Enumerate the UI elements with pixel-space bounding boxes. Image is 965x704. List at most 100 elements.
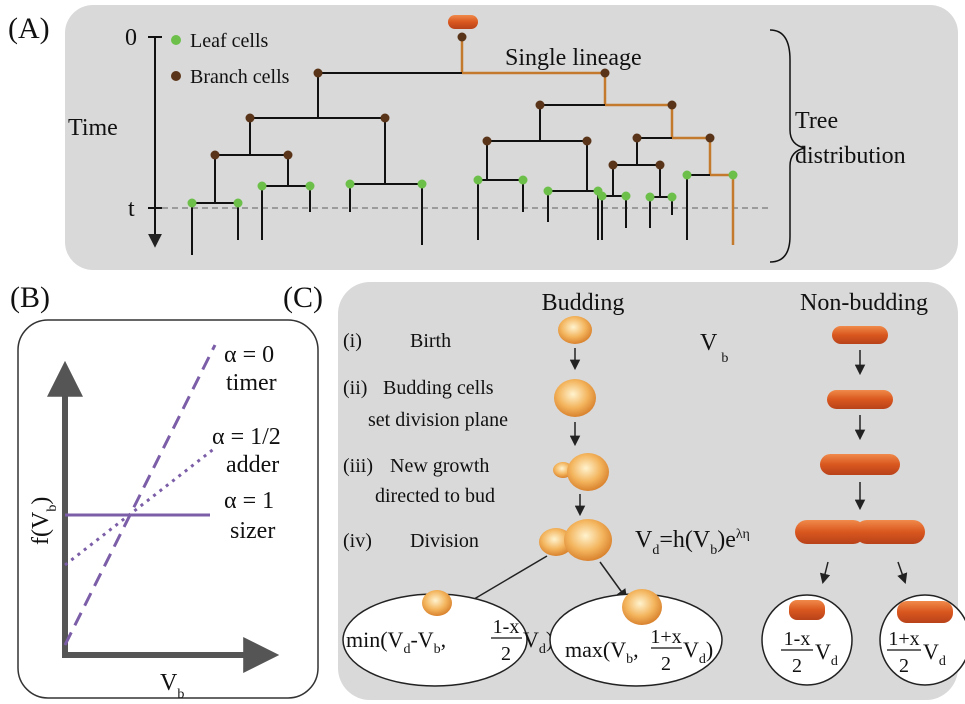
text-part: V bbox=[160, 670, 178, 696]
shape bbox=[187, 170, 738, 208]
text-part: -V bbox=[410, 627, 433, 652]
x-axis-label: Vb bbox=[160, 670, 184, 702]
shape bbox=[667, 100, 677, 110]
shape bbox=[518, 175, 528, 185]
panel-background bbox=[65, 5, 958, 270]
division-volume: Vd=h(Vb)eλη bbox=[635, 527, 750, 558]
text-part: ) bbox=[706, 637, 713, 662]
text-part: ) bbox=[28, 497, 54, 505]
shape bbox=[667, 192, 677, 202]
text-part: , bbox=[633, 637, 639, 662]
shape bbox=[622, 589, 662, 625]
text: 1-x bbox=[784, 628, 811, 650]
shape bbox=[705, 133, 715, 143]
text-part: b bbox=[721, 351, 728, 366]
shape bbox=[187, 198, 197, 208]
text-part: , bbox=[441, 627, 447, 652]
lineage-tree bbox=[187, 15, 738, 255]
step-number: (i) bbox=[343, 330, 362, 352]
text: Vd bbox=[815, 639, 838, 669]
shape bbox=[482, 136, 492, 146]
shape bbox=[257, 181, 267, 191]
text-part: )e bbox=[717, 527, 736, 553]
shape bbox=[543, 186, 553, 196]
shape bbox=[897, 601, 953, 623]
step-text: directed to bud bbox=[375, 485, 495, 507]
legend-label: Leaf cells bbox=[190, 30, 268, 52]
step-number: (iii) bbox=[343, 455, 373, 477]
shape bbox=[632, 133, 642, 143]
text-part: b bbox=[710, 543, 717, 558]
shape bbox=[608, 160, 618, 170]
text-part: f(V bbox=[28, 511, 54, 545]
shape bbox=[597, 191, 607, 201]
text: Vd bbox=[923, 639, 946, 669]
text-part: d bbox=[539, 642, 546, 657]
shape bbox=[345, 179, 355, 189]
shape bbox=[682, 170, 692, 180]
shape bbox=[599, 561, 628, 600]
text-part: V bbox=[523, 627, 539, 652]
step-number: (ii) bbox=[343, 377, 367, 399]
shape bbox=[539, 528, 573, 556]
outcome-short: 1-x 2 Vd bbox=[761, 594, 853, 686]
shape bbox=[535, 100, 545, 110]
column-title: Budding bbox=[542, 290, 625, 316]
curve-name: sizer bbox=[230, 518, 275, 544]
shape bbox=[582, 136, 592, 146]
step-text: New growth bbox=[390, 455, 489, 477]
text: 1+x bbox=[888, 628, 919, 650]
time-zero: 0 bbox=[125, 25, 137, 51]
y-axis-label: f(Vb) bbox=[28, 497, 60, 545]
text-part: d bbox=[652, 543, 659, 558]
shape bbox=[305, 181, 315, 191]
time-label: Time bbox=[68, 115, 118, 141]
panel-c: (C) Budding Non-budding (i) Birth (ii) B… bbox=[283, 281, 965, 700]
text-part: b bbox=[434, 642, 441, 657]
root-cell bbox=[448, 15, 478, 29]
text-part: V bbox=[923, 639, 939, 664]
tree-distribution-label: Tree bbox=[795, 108, 838, 134]
shape bbox=[832, 326, 888, 344]
shape bbox=[380, 113, 390, 123]
shape bbox=[417, 179, 427, 189]
shape bbox=[422, 590, 452, 616]
shape bbox=[313, 68, 323, 78]
text-part: d bbox=[831, 654, 838, 669]
shape bbox=[600, 68, 610, 78]
text: 2 bbox=[501, 643, 511, 665]
panel-label: (C) bbox=[283, 281, 323, 314]
shape bbox=[554, 379, 596, 417]
panel-a: (A) 0 t Time Leaf cells Branch cells Sin… bbox=[8, 5, 958, 270]
budding-cells bbox=[462, 316, 628, 607]
text-part: d bbox=[699, 652, 706, 667]
shape bbox=[897, 561, 908, 584]
outcome-long: 1+x 2 Vd bbox=[879, 594, 965, 686]
text-part: max(V bbox=[565, 637, 626, 662]
shape bbox=[761, 594, 853, 686]
panel-label: (A) bbox=[8, 12, 50, 45]
shape bbox=[245, 113, 255, 123]
shape bbox=[621, 191, 631, 201]
shape bbox=[473, 175, 483, 185]
column-title: Non-budding bbox=[800, 290, 928, 316]
step-text: set division plane bbox=[368, 409, 508, 431]
legend-dot bbox=[171, 35, 181, 45]
shape bbox=[655, 160, 665, 170]
outcome-max: max(Vb, 1+x 2 Vd) bbox=[549, 589, 723, 687]
text: 2 bbox=[661, 653, 671, 675]
text-part: d bbox=[939, 654, 946, 669]
text-part: b bbox=[626, 652, 633, 667]
birth-volume: Vb bbox=[700, 330, 728, 366]
text-part: V bbox=[683, 637, 699, 662]
shape bbox=[855, 520, 925, 544]
legend-label: Branch cells bbox=[190, 66, 290, 88]
curve-alpha: α = 0 bbox=[224, 342, 274, 368]
shape bbox=[728, 170, 738, 180]
text-part: b bbox=[177, 687, 184, 702]
shape bbox=[457, 32, 467, 42]
step-text: Division bbox=[410, 530, 479, 552]
shape bbox=[645, 192, 655, 202]
text-part: V bbox=[815, 639, 831, 664]
outcome-min: min(Vd-Vb, 1-x 2 Vd) bbox=[342, 590, 553, 687]
